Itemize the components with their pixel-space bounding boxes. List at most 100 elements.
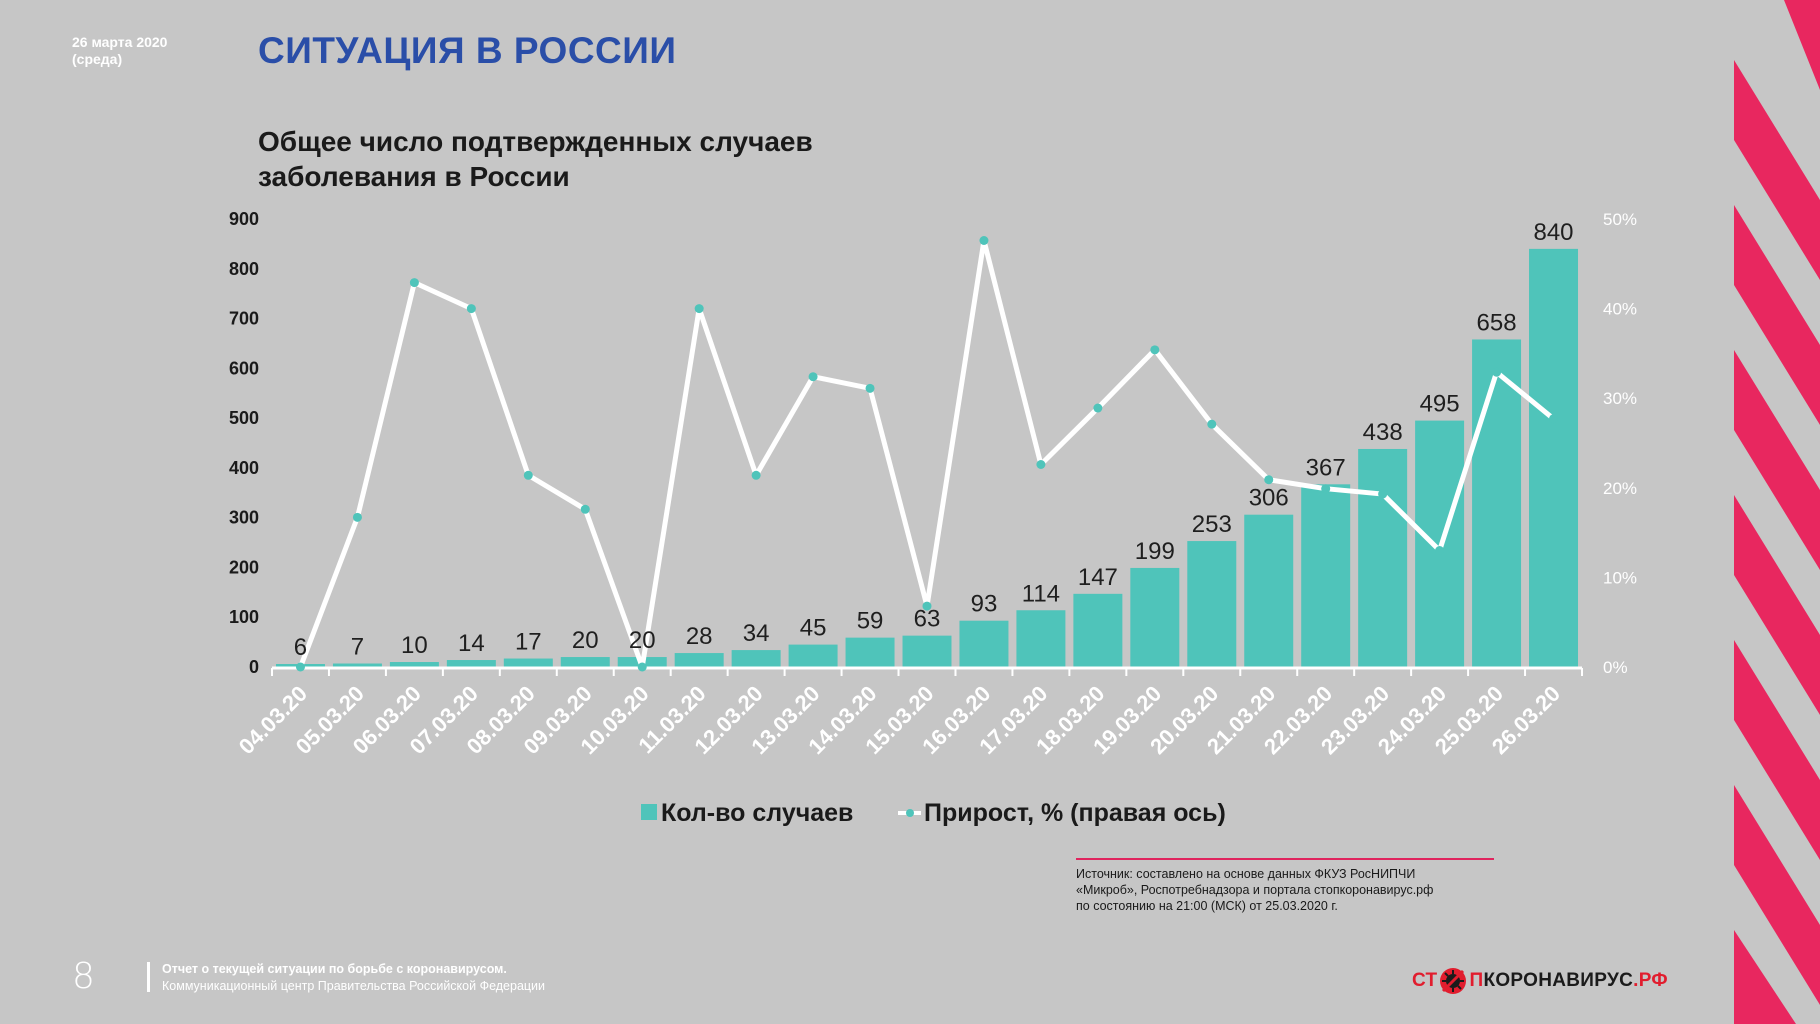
growth-point (1492, 367, 1502, 377)
chart-title-line-1: Общее число подтвержденных случаев (258, 126, 813, 157)
chart-title: Общее число подтвержденных случаев забол… (258, 124, 898, 194)
right-axis-ticks: 0% 10% 20% 30% 40% 50% (1603, 210, 1637, 677)
bar-value-label: 6 (294, 634, 307, 661)
growth-point (979, 236, 989, 246)
line-series (295, 236, 1559, 672)
growth-point (409, 278, 419, 288)
bar-value-label: 10 (401, 632, 428, 659)
bar (1244, 514, 1294, 667)
footer-line-1: Отчет о текущей ситуации по борьбе с кор… (162, 962, 507, 976)
bar (1187, 541, 1237, 667)
logo-text-part-4: .РФ (1633, 970, 1668, 991)
source-line-1: Источник: составлено на основе данных ФК… (1076, 867, 1416, 881)
bar-value-label: 114 (1022, 580, 1060, 607)
growth-point (580, 504, 590, 514)
bar-value-label: 658 (1477, 309, 1517, 336)
bar (1529, 248, 1579, 667)
growth-point (922, 601, 932, 611)
growth-point (466, 304, 476, 314)
bar (560, 657, 610, 667)
growth-point (637, 662, 647, 672)
legend-line-marker (906, 809, 914, 817)
bar (332, 663, 382, 667)
bar (1472, 339, 1522, 667)
bar-data-labels: 6 7 10 14 17 20 20 28 34 45 59 63 93 114 147 199 253 306 3… (294, 219, 1574, 661)
left-axis-tick-label: 200 (229, 557, 259, 577)
bar-value-label: 59 (857, 608, 884, 635)
logo-text-part-1: СТ (1412, 970, 1438, 991)
footer-text: Отчет о текущей ситуации по борьбе с кор… (162, 961, 545, 995)
bar-value-label: 17 (515, 629, 542, 656)
chart-legend: Кол-во случаев Прирост, % (правая ось) (641, 799, 1226, 827)
virus-icon (1440, 968, 1467, 994)
left-axis-tick-label: 400 (229, 458, 259, 478)
bar (674, 653, 724, 667)
bar (845, 637, 895, 667)
bar-value-label: 34 (743, 620, 770, 647)
bar-value-label: 20 (629, 627, 656, 654)
growth-point (1093, 403, 1103, 413)
right-axis-tick-label: 10% (1603, 568, 1637, 587)
bar (1073, 593, 1123, 667)
right-axis-tick-label: 40% (1603, 300, 1637, 319)
date-line-1: 26 марта 2020 (72, 34, 168, 50)
right-axis-tick-label: 20% (1603, 479, 1637, 498)
bar-value-label: 253 (1192, 511, 1232, 538)
growth-point (1549, 414, 1559, 424)
growth-point (865, 383, 875, 393)
growth-point (523, 470, 533, 480)
bar (446, 660, 496, 667)
left-axis-tick-label: 300 (229, 508, 259, 528)
bar-value-label: 306 (1249, 485, 1289, 512)
bar-value-label: 840 (1533, 219, 1573, 246)
bar-value-label: 63 (914, 606, 941, 633)
legend-bar-label: Кол-во случаев (661, 799, 853, 827)
growth-point (808, 372, 818, 382)
bar (503, 658, 553, 667)
bar-value-label: 45 (800, 615, 827, 642)
bar-value-label: 7 (351, 634, 364, 661)
logo-text-part-2: П (1469, 970, 1484, 991)
growth-point (295, 662, 305, 672)
bar (1358, 448, 1408, 667)
stopcoronavirus-logo: СТ П КОРОНАВИРУС .РФ (1412, 966, 1668, 996)
growth-point (1378, 489, 1388, 499)
bar (788, 644, 838, 667)
cases-chart: 0 100 200 300 400 500 600 700 800 900 0% 10% 20% 30%… (229, 209, 1637, 827)
left-axis-ticks: 0 100 200 300 400 500 600 700 800 900 (229, 209, 259, 677)
left-axis-tick-label: 900 (229, 209, 259, 229)
left-axis-tick-label: 100 (229, 607, 259, 627)
x-axis-ticks: 04.03.2005.03.2006.03.2007.03.2008.03.20… (234, 681, 1565, 759)
logo-text-part-3: КОРОНАВИРУС (1483, 970, 1634, 991)
growth-point (1036, 460, 1046, 470)
bar (1016, 610, 1066, 667)
bar (1301, 484, 1351, 667)
bar (731, 650, 781, 667)
growth-point (694, 304, 704, 314)
chart-axes (271, 666, 1583, 676)
date-line-2: (среда) (72, 51, 123, 67)
bar-value-label: 14 (458, 630, 485, 657)
bar (389, 662, 439, 667)
growth-point (352, 512, 362, 522)
chart-title-line-2: заболевания в России (258, 161, 570, 192)
left-axis-tick-label: 800 (229, 259, 259, 279)
bar (959, 620, 1009, 667)
growth-point (1207, 419, 1217, 429)
legend-bar-swatch (641, 804, 657, 820)
date-label: 26 марта 2020 (среда) (72, 34, 167, 68)
source-divider (1076, 858, 1494, 860)
bar-value-label: 438 (1363, 419, 1403, 446)
growth-point (1264, 475, 1274, 485)
growth-point (1435, 546, 1445, 556)
bar-value-label: 367 (1306, 454, 1346, 481)
growth-point (1150, 345, 1160, 355)
slide-title: СИТУАЦИЯ В РОССИИ (258, 30, 677, 71)
bar-value-label: 147 (1078, 564, 1118, 591)
right-axis-tick-label: 50% (1603, 210, 1637, 229)
bar-value-label: 495 (1420, 391, 1460, 418)
growth-point (751, 470, 761, 480)
left-axis-tick-label: 600 (229, 358, 259, 378)
source-line-3: по состоянию на 21:00 (МСК) от 25.03.202… (1076, 899, 1338, 913)
footer-divider (147, 962, 150, 992)
